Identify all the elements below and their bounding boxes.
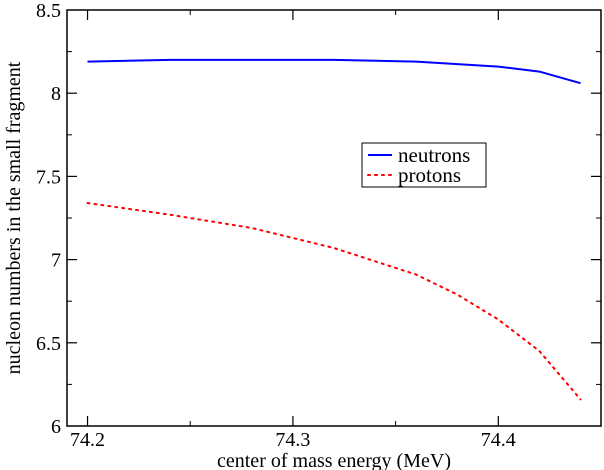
plot-frame	[66, 9, 602, 427]
x-tick-label: 74.4	[481, 429, 516, 451]
y-tick-label: 8.5	[36, 0, 61, 22]
legend-box	[361, 142, 487, 188]
x-tick-label: 74.2	[70, 429, 105, 451]
series-line-neutrons	[87, 58, 581, 85]
y-tick-label: 7.5	[36, 166, 61, 188]
legend-label-protons: protons	[398, 163, 461, 187]
y-tick-label: 7	[51, 250, 61, 272]
legend-label-neutrons: neutrons	[398, 143, 470, 167]
y-tick-label: 6.5	[36, 333, 61, 355]
y-tick-label: 6	[51, 416, 61, 438]
axis-ticks	[67, 10, 602, 426]
y-axis-label: nucleon numbers in the small fragment	[3, 61, 25, 374]
x-axis-label: center of mass energy (MeV)	[217, 450, 451, 470]
axis-tick-labels: 6 6.5 7 7.5 8 8.5 74.2 74.3 74.4	[36, 0, 516, 451]
x-tick-label: 74.3	[275, 429, 310, 451]
legend: neutrons protons	[361, 142, 487, 188]
series-lines	[86, 58, 582, 401]
y-tick-label: 8	[51, 83, 61, 105]
series-line-protons	[86, 202, 582, 401]
